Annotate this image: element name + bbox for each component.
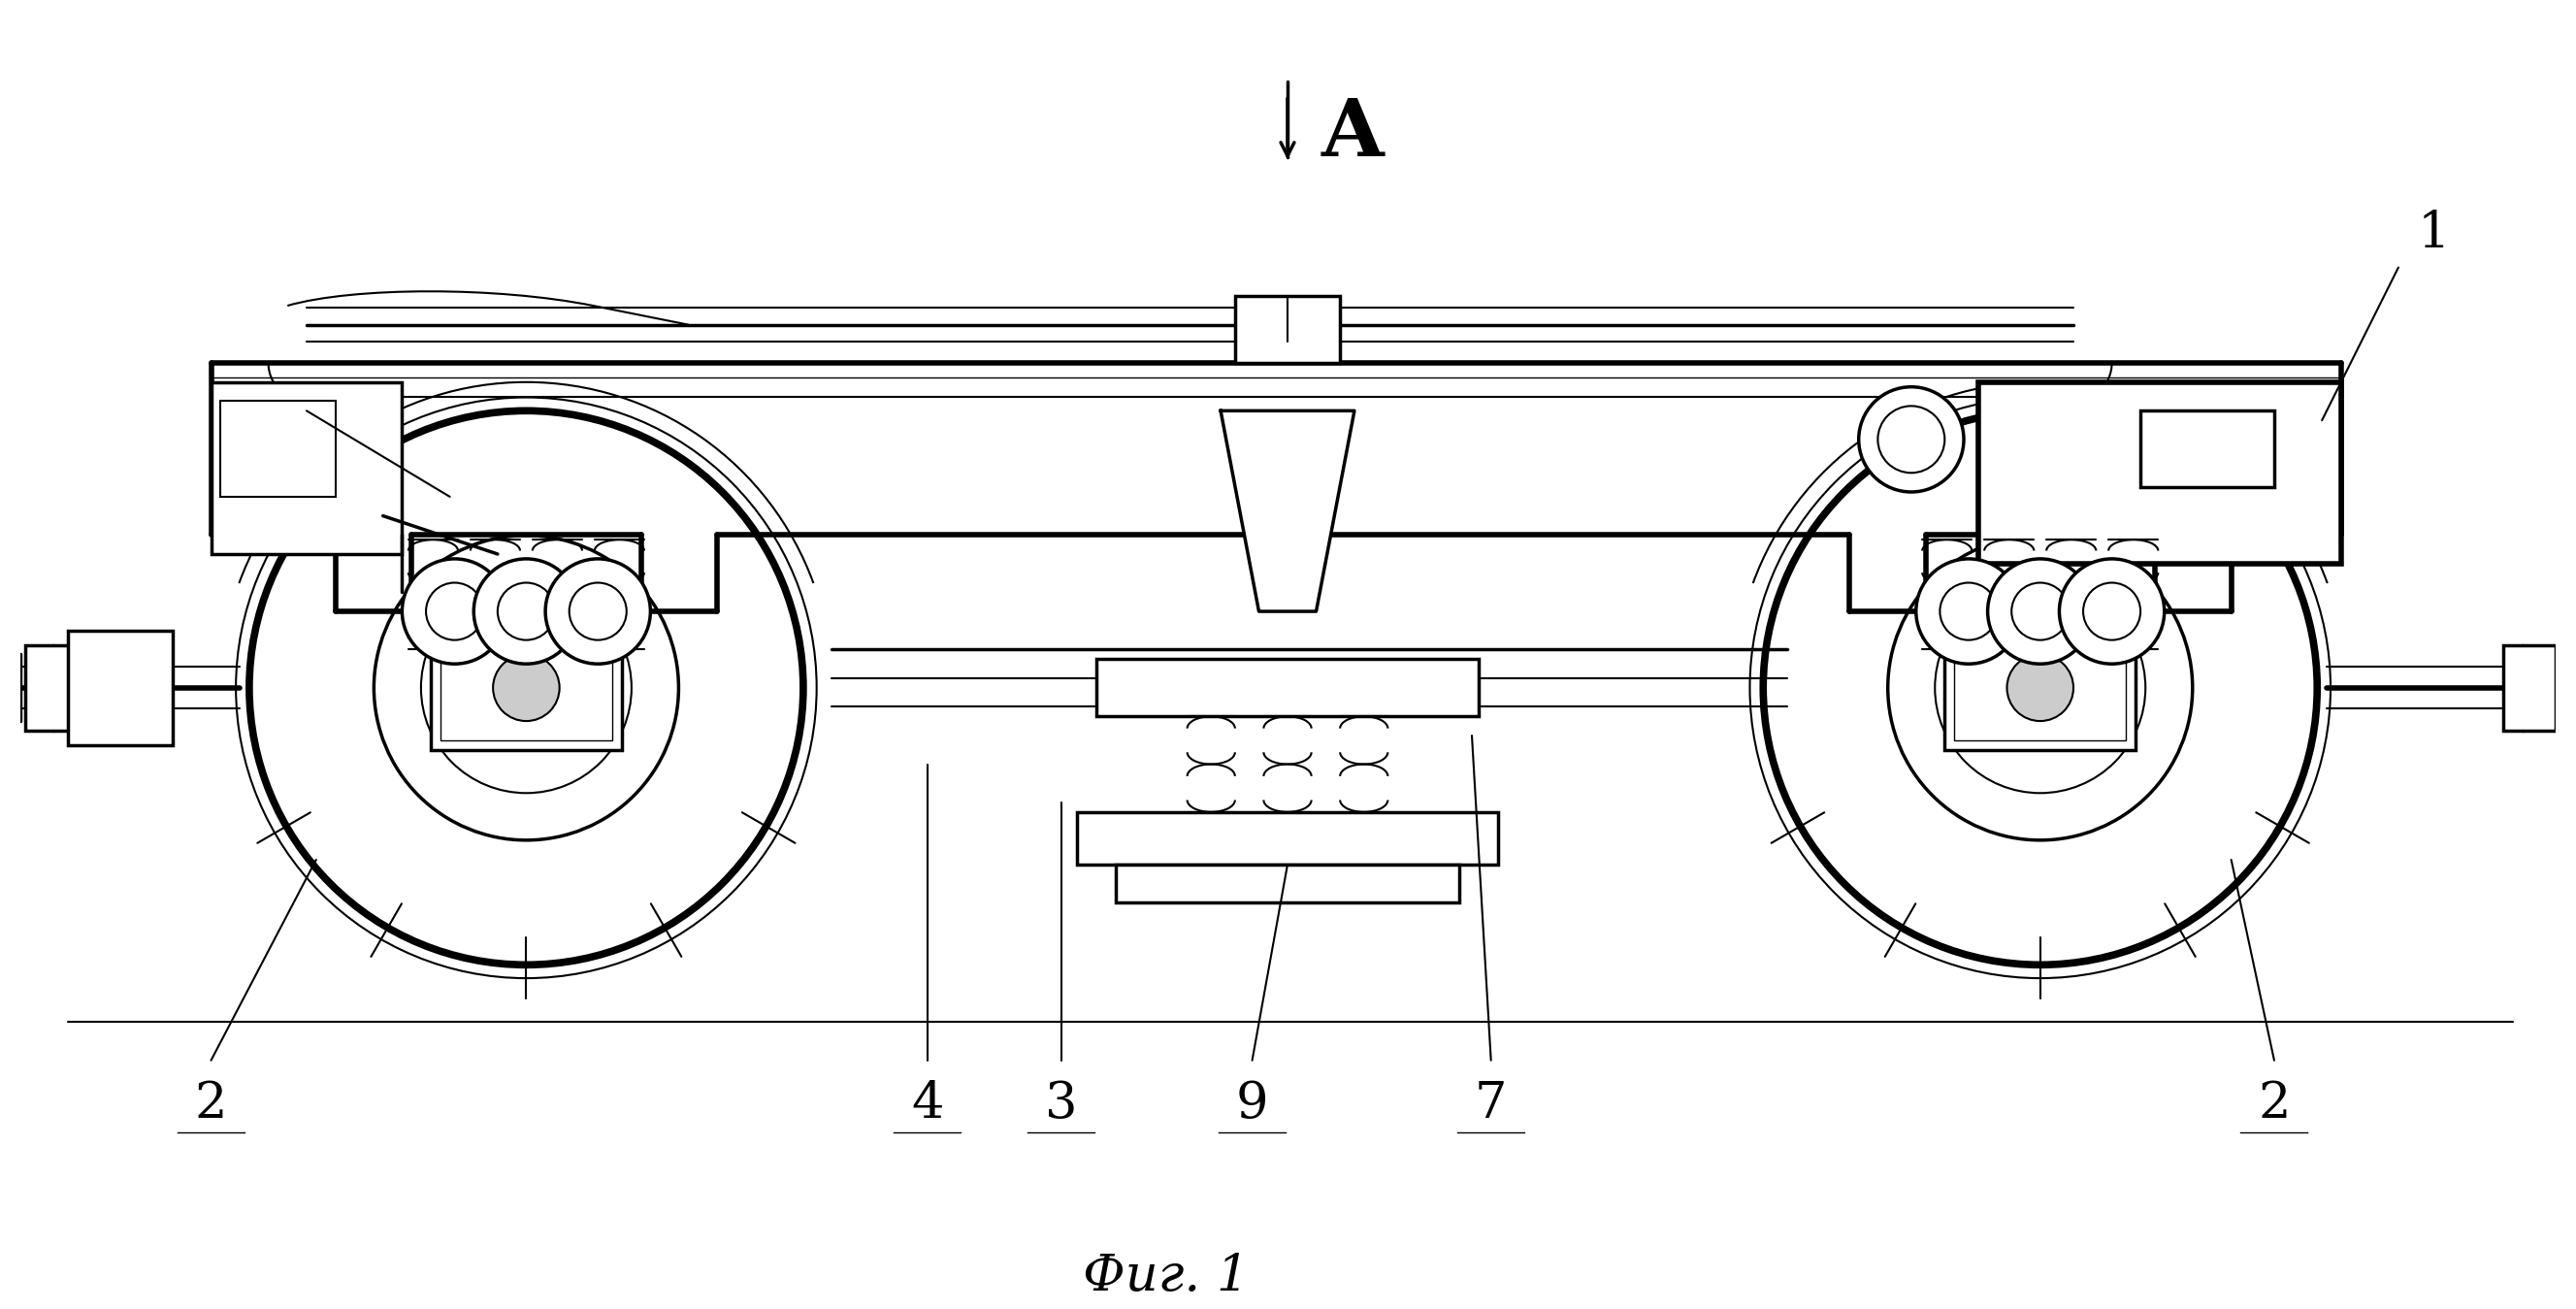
Circle shape	[546, 559, 649, 664]
Circle shape	[466, 627, 587, 749]
Text: 2: 2	[2259, 1080, 2290, 1128]
Bar	[1978, 382, 2342, 564]
Text: 7: 7	[1473, 1080, 1507, 1128]
Circle shape	[402, 559, 507, 664]
Polygon shape	[1221, 411, 1355, 611]
Bar	[1115, 864, 1461, 903]
Text: 4: 4	[912, 1080, 943, 1128]
Bar	[1234, 296, 1340, 363]
Bar	[26, 645, 77, 730]
Bar	[211, 382, 402, 554]
Text: A: A	[1321, 96, 1383, 173]
Circle shape	[2058, 559, 2164, 664]
Circle shape	[1888, 535, 2192, 840]
Text: 2: 2	[196, 1080, 227, 1128]
Circle shape	[1917, 559, 2022, 664]
Circle shape	[492, 654, 559, 721]
Circle shape	[374, 535, 677, 840]
Circle shape	[474, 559, 580, 664]
Bar	[222, 402, 335, 496]
Text: 3: 3	[1046, 1080, 1077, 1128]
Bar	[67, 631, 173, 745]
Bar	[2141, 411, 2275, 487]
Text: 9: 9	[1236, 1080, 1267, 1128]
Bar	[440, 635, 613, 741]
Bar	[1077, 812, 1497, 864]
Bar	[1097, 660, 1479, 716]
Circle shape	[1978, 627, 2102, 749]
Text: Фиг. 1: Фиг. 1	[1082, 1251, 1249, 1301]
Bar	[1955, 635, 2125, 741]
Text: 1: 1	[2416, 208, 2450, 258]
Circle shape	[1860, 387, 1963, 492]
Circle shape	[1989, 559, 2092, 664]
Bar	[2504, 645, 2555, 730]
Bar	[430, 626, 621, 750]
Bar	[1945, 626, 2136, 750]
Circle shape	[2007, 654, 2074, 721]
